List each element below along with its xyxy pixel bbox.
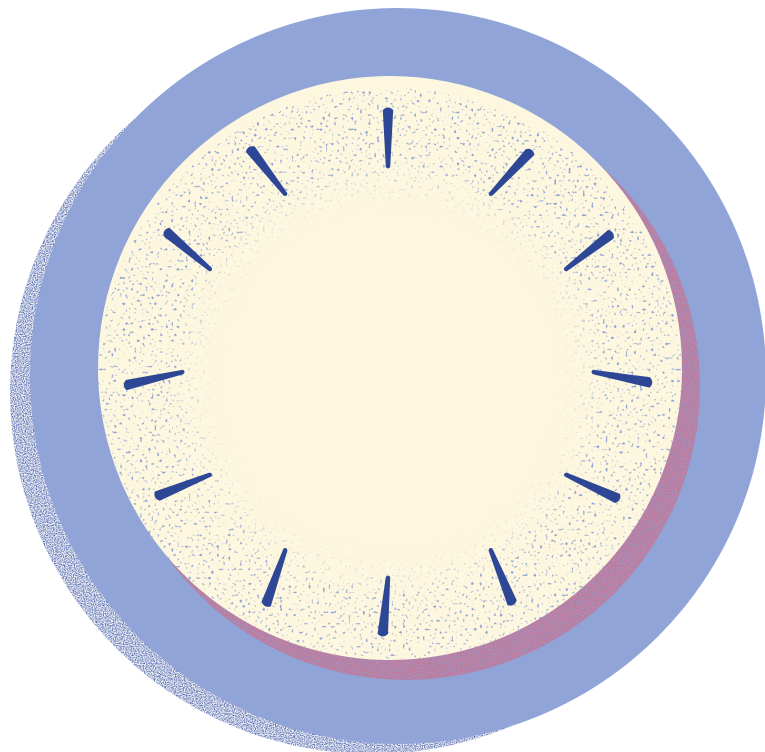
clock-face-icon <box>0 0 765 752</box>
clock-illustration <box>0 0 765 752</box>
